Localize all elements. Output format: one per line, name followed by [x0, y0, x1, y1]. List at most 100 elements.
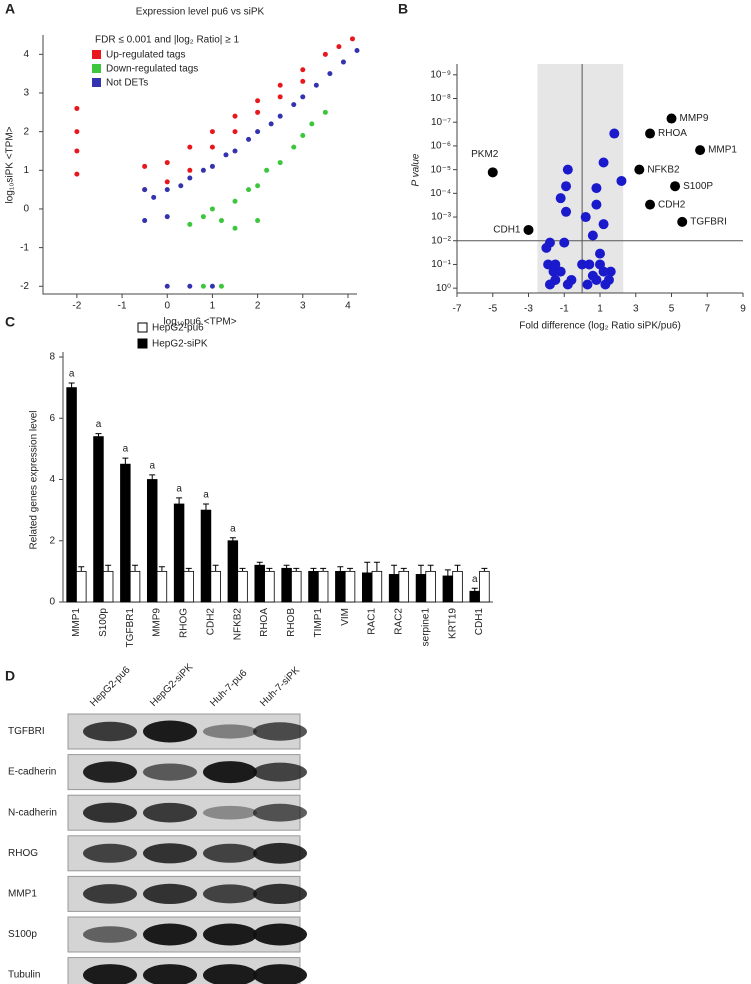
y-tick-label: 2	[49, 535, 55, 546]
row-label: S100p	[8, 929, 37, 940]
shaded-region	[537, 64, 624, 293]
data-point	[187, 175, 193, 181]
x-tick-label: 1	[597, 304, 603, 315]
blot-band	[203, 761, 257, 784]
data-point	[695, 145, 706, 156]
point-label: TGFBRI	[690, 217, 727, 228]
point-label: NFKB2	[647, 164, 680, 175]
data-point	[232, 198, 238, 204]
legend-swatch	[92, 50, 101, 59]
blot-band	[83, 884, 137, 904]
row-label: TGFBRI	[8, 726, 45, 737]
bar	[76, 570, 87, 603]
bar	[335, 570, 346, 603]
blot-band	[83, 964, 137, 984]
blot-band	[253, 883, 307, 905]
point-label: MMP9	[680, 113, 709, 124]
legend-label: Down-regulated tags	[106, 64, 198, 75]
legend-label: Not DETs	[106, 78, 148, 89]
data-point	[595, 248, 605, 259]
data-point	[209, 163, 215, 169]
annotation: FDR ≤ 0.001 and |log₂ Ratio| ≥ 1	[95, 35, 239, 46]
y-tick-label: 10⁰	[436, 283, 451, 294]
chart-title: Expression level pu6 vs siPK	[136, 7, 265, 18]
data-point	[666, 113, 677, 124]
data-point	[548, 266, 559, 277]
bar	[120, 463, 131, 603]
error-bar	[337, 566, 344, 572]
data-point	[255, 129, 261, 135]
error-bar	[293, 567, 300, 572]
blot-band	[253, 762, 307, 782]
y-tick-label: 2	[23, 126, 29, 137]
error-bar	[176, 497, 183, 504]
blot-band	[253, 923, 307, 946]
data-point	[178, 183, 184, 189]
bar	[200, 509, 212, 603]
legend-swatch	[137, 322, 148, 333]
x-tick-label: 0	[164, 301, 170, 312]
data-point	[354, 47, 360, 53]
x-tick-label: serpine1	[420, 608, 431, 647]
data-point	[670, 181, 681, 192]
bar	[183, 570, 195, 603]
error-bar	[78, 566, 85, 572]
bar	[361, 572, 373, 603]
x-tick-label: 3	[300, 301, 306, 312]
row-label: MMP1	[8, 889, 37, 900]
blot-band	[143, 843, 197, 864]
bar	[237, 570, 248, 603]
bar	[210, 570, 221, 603]
bar	[344, 570, 356, 603]
bar	[442, 575, 454, 603]
x-tick-label: S100p	[98, 608, 109, 637]
data-point	[591, 199, 602, 210]
bar	[415, 574, 427, 603]
bar	[102, 570, 114, 603]
legend-swatch	[92, 78, 101, 87]
error-bar	[202, 503, 209, 511]
lane-label: HepG2-pu6	[88, 664, 133, 709]
data-point	[255, 218, 261, 224]
blot-band	[143, 763, 197, 781]
significance-label: a	[149, 461, 155, 472]
data-point	[562, 279, 573, 290]
error-bar	[373, 561, 380, 572]
error-bar	[95, 433, 102, 437]
point-label: PKM2	[471, 149, 499, 160]
x-tick-label: RHOB	[286, 608, 297, 637]
data-point	[322, 109, 328, 115]
data-point	[187, 144, 193, 150]
data-point	[187, 283, 193, 289]
y-tick-label: 10⁻⁹	[430, 69, 451, 80]
x-tick-label: 7	[704, 304, 710, 315]
data-point	[541, 242, 552, 253]
y-tick-label: 8	[49, 352, 55, 363]
data-point	[336, 44, 342, 50]
data-point	[555, 266, 566, 277]
bar	[371, 570, 383, 603]
data-point	[246, 136, 252, 142]
error-bar	[149, 474, 156, 480]
x-axis-label: Fold difference (log₂ Ratio siPK/pu6)	[519, 321, 681, 332]
x-axis-label: log₁₀pu6 <TPM>	[163, 317, 236, 328]
data-point	[246, 187, 252, 193]
data-point	[187, 221, 193, 227]
error-bar	[310, 567, 317, 572]
data-point	[340, 59, 346, 65]
data-point	[634, 164, 645, 175]
y-axis-label: Related genes expression level	[29, 411, 40, 550]
y-axis-label: log₁₀siPK <TPM>	[5, 126, 16, 203]
error-bar	[122, 457, 129, 465]
row-label: Tubulin	[8, 970, 40, 981]
data-point	[187, 167, 193, 173]
data-point	[349, 36, 355, 42]
y-axis-label: P value	[411, 153, 422, 186]
blot-band	[203, 964, 257, 984]
point-label: CDH1	[493, 225, 521, 236]
blot-band	[203, 923, 257, 946]
panel-label: A	[5, 1, 15, 17]
legend-label: HepG2-siPK	[152, 339, 208, 350]
point-label: RHOA	[658, 128, 687, 139]
